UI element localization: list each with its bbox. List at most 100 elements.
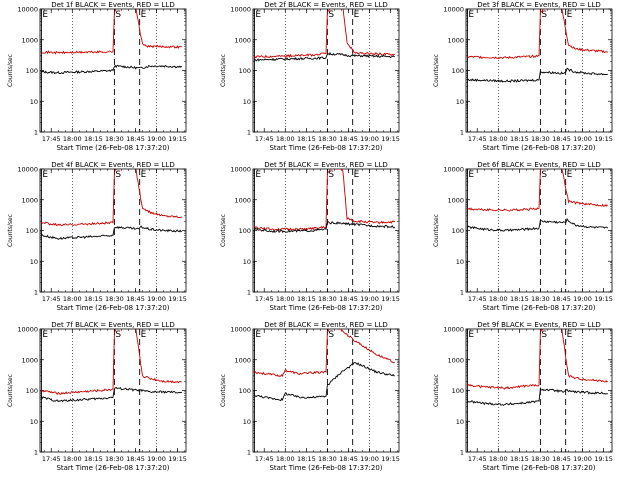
y-tick-label: 100 <box>452 227 464 235</box>
y-axis-label: Counts/sec <box>220 214 227 247</box>
y-tick-label: 1 <box>460 289 464 297</box>
y-tick-label: 10 <box>30 418 38 426</box>
x-tick-label: 17:45 <box>255 455 274 463</box>
y-tick-label: 100 <box>26 387 38 395</box>
series-line <box>467 9 608 60</box>
y-tick-label: 100 <box>452 67 464 75</box>
x-tick-label: 19:00 <box>147 135 166 143</box>
y-tick-label: 1 <box>34 289 38 297</box>
y-tick-label: 1 <box>247 289 251 297</box>
x-tick-label: 18:30 <box>531 295 550 303</box>
marker-label: E <box>567 170 573 180</box>
y-tick-label: 10 <box>243 418 251 426</box>
x-tick-label: 17:45 <box>255 295 274 303</box>
y-tick-label: 10000 <box>443 166 464 174</box>
x-tick-label: 19:00 <box>573 455 592 463</box>
chart-panel: Det 7f BLACK = Events, RED = LLD 1 10 100 10… <box>7 321 187 472</box>
x-tick-label: 17:45 <box>42 135 61 143</box>
marker-label: S <box>328 10 334 20</box>
x-tick-label: 19:15 <box>168 295 187 303</box>
x-axis-label: Start Time (26-Feb-08 17:37:20) <box>482 464 595 472</box>
y-tick-label: 10 <box>243 98 251 106</box>
x-tick-label: 19:15 <box>594 135 613 143</box>
plot-frame <box>465 328 613 453</box>
x-axis-label: Start Time (26-Feb-08 17:37:20) <box>269 304 382 312</box>
x-tick-label: 18:45 <box>552 455 571 463</box>
x-tick-label: 19:15 <box>168 455 187 463</box>
series-line <box>41 9 183 55</box>
series-line <box>41 329 182 396</box>
y-tick-label: 10 <box>456 258 464 266</box>
y-tick-label: 1 <box>247 449 251 457</box>
series-line <box>254 9 395 59</box>
chart-title: Det 1f BLACK = Events, RED = LLD <box>51 1 174 9</box>
y-tick-label: 1 <box>34 449 38 457</box>
y-tick-label: 1000 <box>21 356 38 364</box>
chart-panel: Det 5f BLACK = Events, RED = LLD 1 10 100 10… <box>220 161 400 312</box>
series-line <box>41 169 183 227</box>
chart-title: Det 3f BLACK = Events, RED = LLD <box>477 1 600 9</box>
y-tick-label: 1000 <box>447 356 464 364</box>
x-axis-label: Start Time (26-Feb-08 17:37:20) <box>269 464 382 472</box>
chart-panel: Det 1f BLACK = Events, RED = LLD 1 10 100 10… <box>7 1 187 152</box>
x-tick-label: 18:30 <box>531 135 550 143</box>
y-tick-label: 100 <box>239 227 251 235</box>
x-axis-label: Start Time (26-Feb-08 17:37:20) <box>56 144 169 152</box>
series-line <box>254 362 395 402</box>
y-tick-label: 10000 <box>17 166 38 174</box>
marker-label: E <box>468 10 474 20</box>
plot-frame <box>39 328 187 453</box>
marker-label: S <box>328 330 334 340</box>
y-axis-label: Counts/sec <box>7 374 14 407</box>
marker-label: S <box>115 330 121 340</box>
series-line <box>467 169 609 212</box>
x-tick-label: 18:15 <box>510 455 529 463</box>
x-axis-label: Start Time (26-Feb-08 17:37:20) <box>482 144 595 152</box>
y-tick-label: 10000 <box>443 326 464 334</box>
chart-title: Det 8f BLACK = Events, RED = LLD <box>264 321 387 329</box>
y-tick-label: 1 <box>460 449 464 457</box>
series-line <box>466 217 609 232</box>
x-tick-label: 19:00 <box>360 135 379 143</box>
plot-frame <box>465 8 613 133</box>
x-tick-label: 18:30 <box>318 135 337 143</box>
x-axis-label: Start Time (26-Feb-08 17:37:20) <box>56 304 169 312</box>
chart-panel: Det 9f BLACK = Events, RED = LLD 1 10 100 10… <box>433 321 613 472</box>
y-tick-label: 10 <box>30 258 38 266</box>
x-tick-label: 18:15 <box>510 295 529 303</box>
marker-label: E <box>354 330 360 340</box>
y-tick-label: 1 <box>460 129 464 137</box>
x-tick-label: 19:15 <box>594 455 613 463</box>
x-tick-label: 18:00 <box>63 295 82 303</box>
x-tick-label: 19:15 <box>381 135 400 143</box>
x-tick-label: 18:00 <box>63 455 82 463</box>
y-axis-label: Counts/sec <box>433 214 440 247</box>
x-tick-label: 19:00 <box>147 295 166 303</box>
y-tick-label: 10 <box>243 258 251 266</box>
marker-label: E <box>567 330 573 340</box>
y-tick-label: 100 <box>239 387 251 395</box>
series-line <box>467 386 609 407</box>
y-tick-label: 100 <box>239 67 251 75</box>
x-tick-label: 18:00 <box>276 295 295 303</box>
x-tick-label: 19:15 <box>168 135 187 143</box>
x-tick-label: 18:00 <box>489 455 508 463</box>
x-tick-label: 19:00 <box>573 295 592 303</box>
series-line <box>41 225 183 240</box>
marker-label: S <box>541 10 547 20</box>
x-tick-label: 18:30 <box>105 135 124 143</box>
x-tick-label: 19:15 <box>381 295 400 303</box>
chart-panel: Det 3f BLACK = Events, RED = LLD 1 10 100 10… <box>433 1 613 152</box>
x-tick-label: 18:00 <box>63 135 82 143</box>
x-tick-label: 18:00 <box>489 295 508 303</box>
series-line <box>254 329 395 378</box>
marker-label: S <box>115 10 121 20</box>
y-tick-label: 1000 <box>21 36 38 44</box>
series-line <box>40 386 182 403</box>
series-line <box>254 169 396 231</box>
marker-label: E <box>567 10 573 20</box>
marker-label: S <box>541 170 547 180</box>
marker-label: E <box>42 170 48 180</box>
y-tick-label: 1000 <box>234 36 251 44</box>
